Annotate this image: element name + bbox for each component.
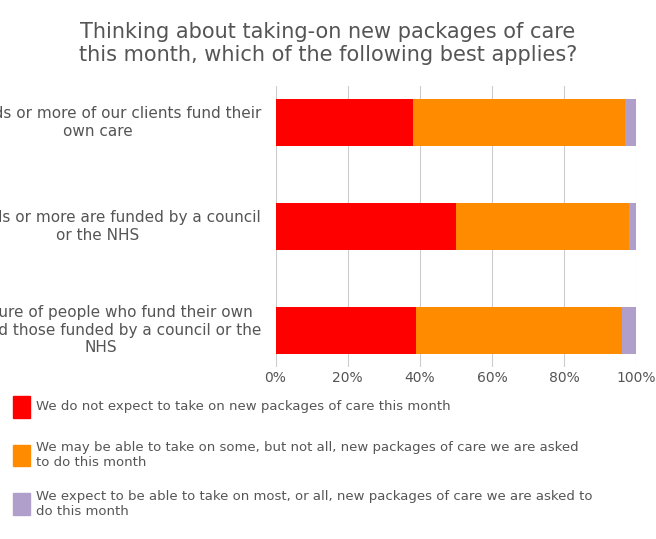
Text: Two thirds or more of our clients fund their
own care: Two thirds or more of our clients fund t… xyxy=(0,106,261,139)
Text: We may be able to take on some, but not all, new packages of care we are asked
t: We may be able to take on some, but not … xyxy=(36,441,579,469)
Bar xyxy=(416,307,622,354)
Bar xyxy=(276,203,456,250)
Text: We do not expect to take on new packages of care this month: We do not expect to take on new packages… xyxy=(36,400,451,413)
Bar xyxy=(276,99,413,146)
Bar xyxy=(629,203,636,250)
Bar xyxy=(625,99,636,146)
Text: Two thirds or more are funded by a council
or the NHS: Two thirds or more are funded by a counc… xyxy=(0,210,261,243)
Text: Thinking about taking-on new packages of care
this month, which of the following: Thinking about taking-on new packages of… xyxy=(79,22,577,65)
Text: We expect to be able to take on most, or all, new packages of care we are asked : We expect to be able to take on most, or… xyxy=(36,490,592,518)
Bar xyxy=(413,99,626,146)
Bar xyxy=(622,307,636,354)
Bar xyxy=(276,307,416,354)
Text: A mixture of people who fund their own
care and those funded by a council or the: A mixture of people who fund their own c… xyxy=(0,306,261,355)
Bar xyxy=(456,203,629,250)
